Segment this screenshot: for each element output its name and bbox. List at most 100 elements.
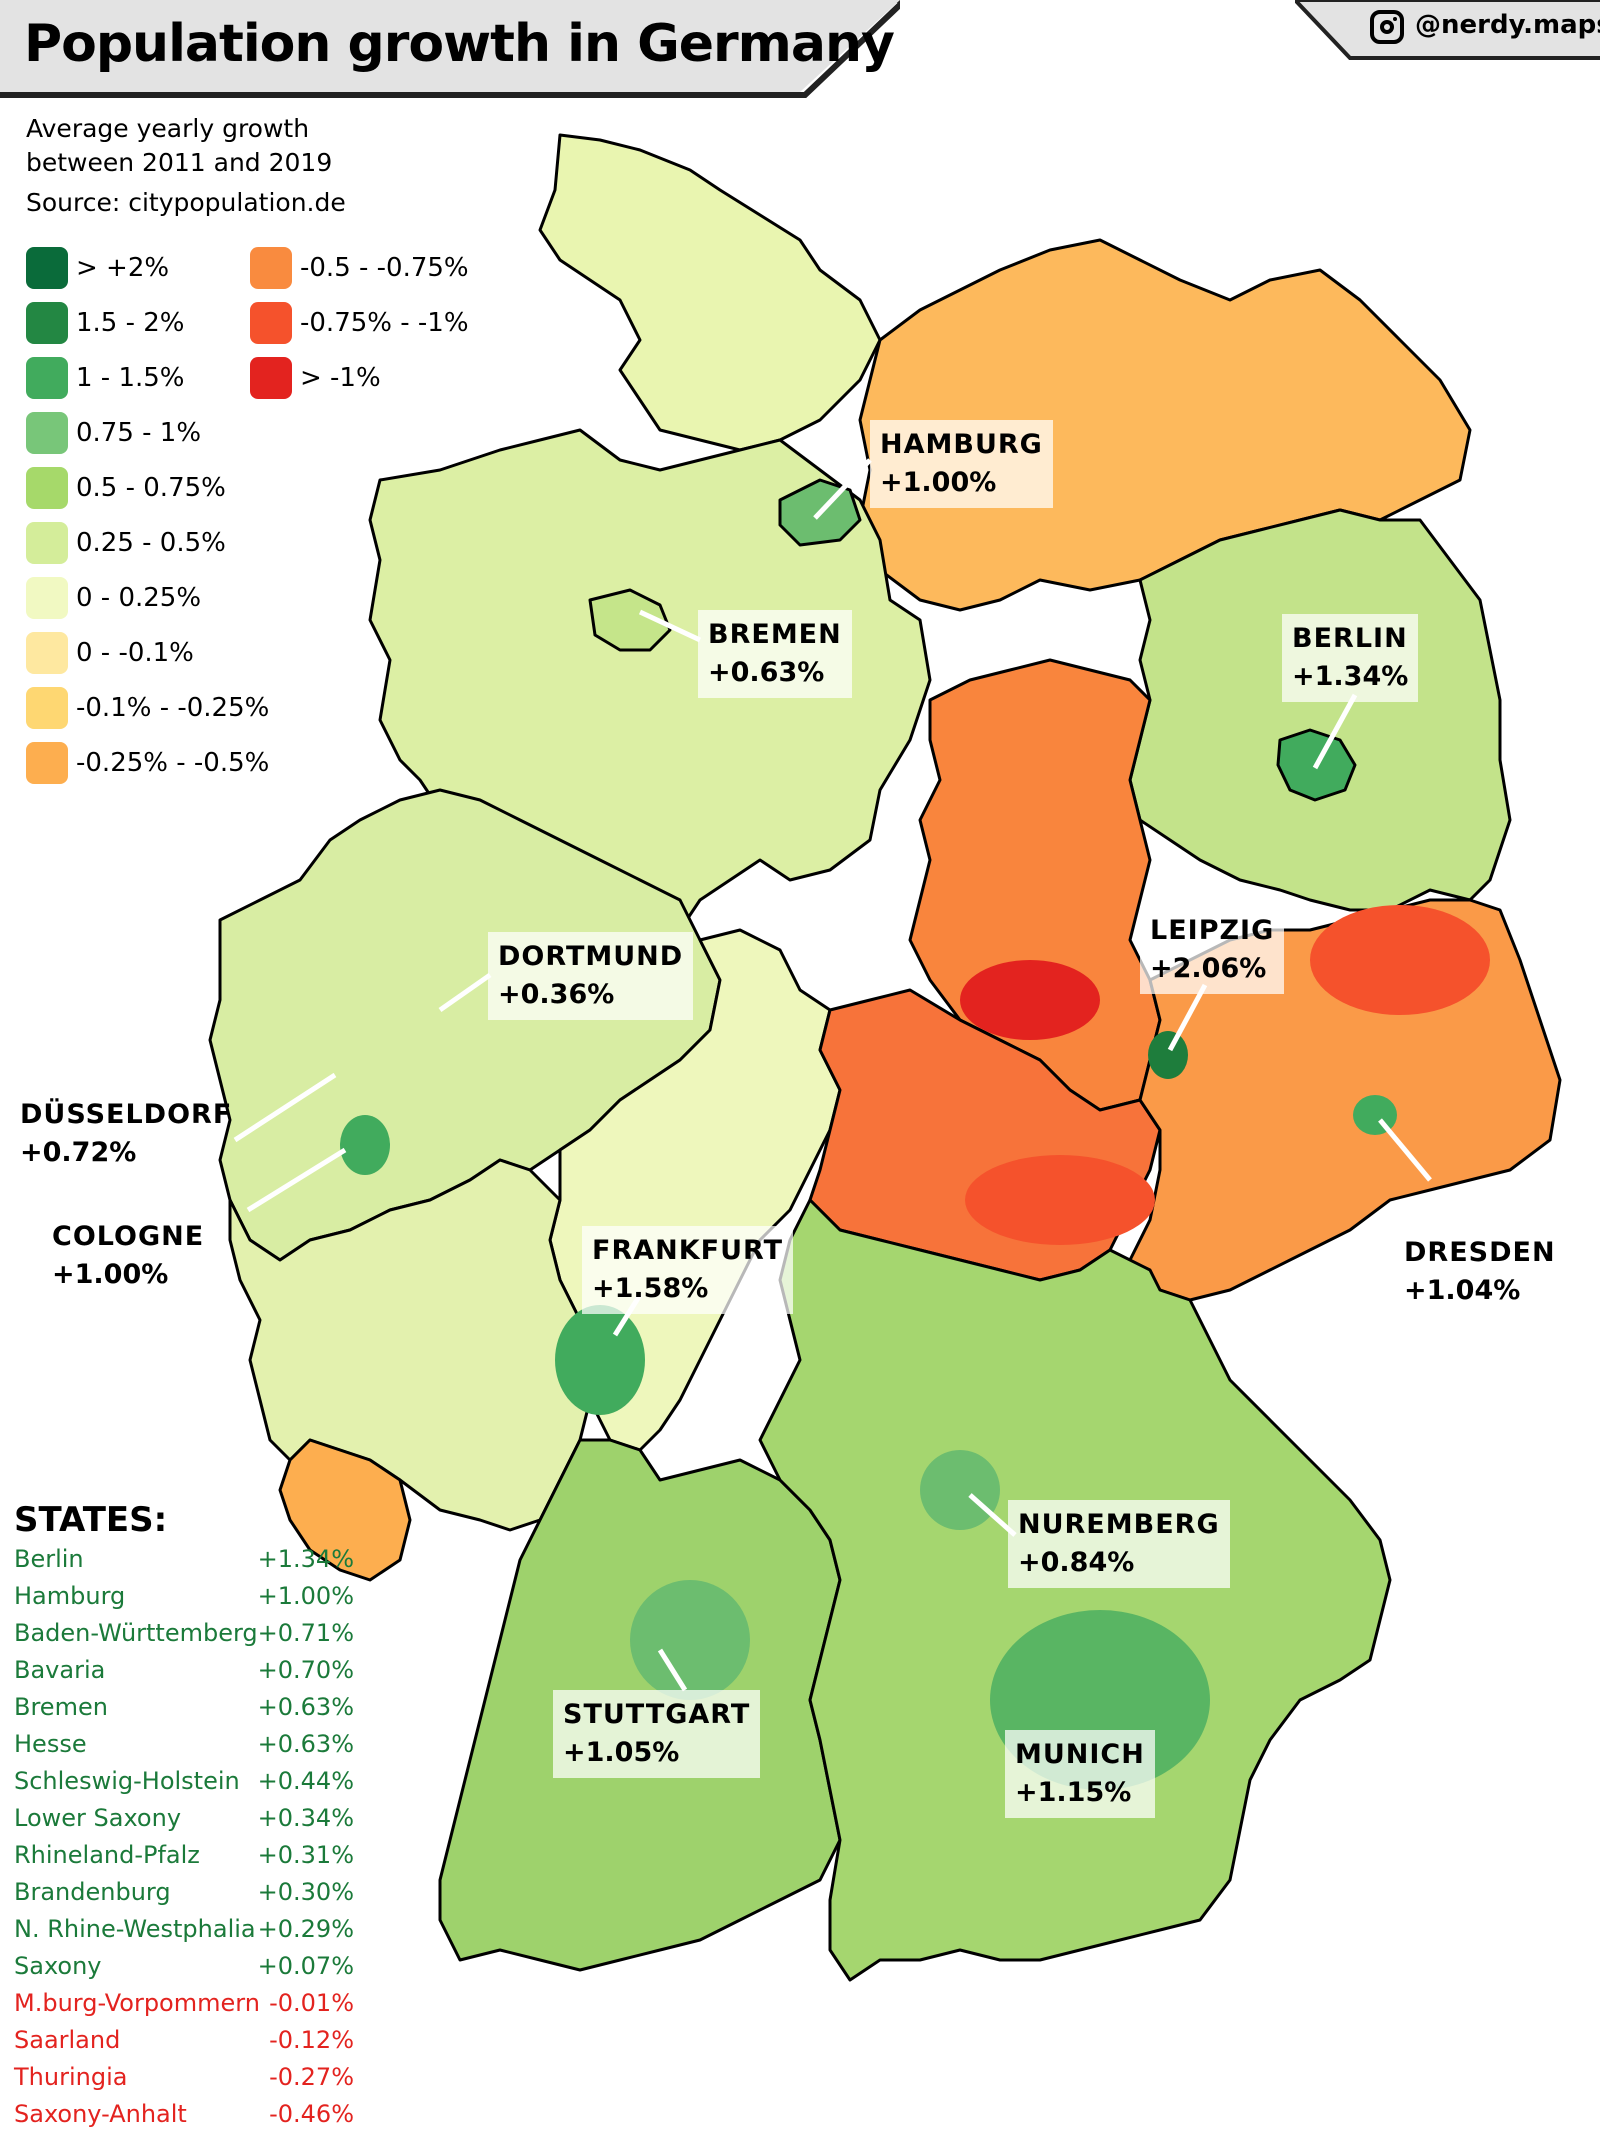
state-row: Hamburg +1.00% bbox=[14, 1582, 354, 1619]
state-name: Hesse bbox=[14, 1730, 87, 1758]
state-name: Baden-Württemberg bbox=[14, 1619, 258, 1647]
state-value: -0.46% bbox=[269, 2100, 354, 2128]
page-title: Population growth in Germany bbox=[24, 14, 895, 74]
legend-label: 0.5 - 0.75% bbox=[76, 473, 226, 503]
state-value: +0.07% bbox=[257, 1952, 354, 1980]
state-name: Hamburg bbox=[14, 1582, 126, 1610]
stuttgart-spot bbox=[630, 1580, 750, 1700]
state-row: Bavaria +0.70% bbox=[14, 1656, 354, 1693]
lausitz-red bbox=[1310, 905, 1490, 1015]
legend-label: > +2% bbox=[76, 253, 170, 283]
city-label-frankfurt: FRANKFURT +1.58% bbox=[582, 1226, 794, 1314]
legend-label: > -1% bbox=[300, 363, 381, 393]
state-name: Saxony-Anhalt bbox=[14, 2100, 187, 2128]
state-value: +1.00% bbox=[257, 1582, 354, 1610]
legend-swatch bbox=[26, 412, 68, 454]
state-row: Lower Saxony +0.34% bbox=[14, 1804, 354, 1841]
city-value: +1.58% bbox=[592, 1273, 709, 1304]
bremen-region bbox=[588, 588, 672, 652]
legend-item: 1.5 - 2% bbox=[26, 302, 185, 344]
city-value: +0.36% bbox=[498, 979, 615, 1010]
city-value: +0.72% bbox=[20, 1137, 137, 1168]
legend-item: 0.75 - 1% bbox=[26, 412, 202, 454]
state-row: Thuringia -0.27% bbox=[14, 2063, 354, 2100]
state-row: Rhineland-Pfalz +0.31% bbox=[14, 1841, 354, 1878]
city-value: +1.04% bbox=[1404, 1275, 1521, 1306]
brandenburg-region bbox=[1128, 508, 1512, 912]
city-value: +2.06% bbox=[1150, 953, 1267, 984]
state-name: Bremen bbox=[14, 1693, 108, 1721]
legend-label: 1.5 - 2% bbox=[76, 308, 185, 338]
leader-line bbox=[438, 972, 492, 1013]
legend-item: 0 - 0.25% bbox=[26, 577, 201, 619]
legend-item: > +2% bbox=[26, 247, 170, 289]
state-row: Hesse +0.63% bbox=[14, 1730, 354, 1767]
city-name: DÜSSELDORF bbox=[20, 1099, 233, 1130]
legend-swatch bbox=[26, 467, 68, 509]
state-value: -0.12% bbox=[269, 2026, 354, 2054]
city-name: FRANKFURT bbox=[592, 1235, 784, 1266]
leader-line bbox=[233, 1072, 337, 1143]
legend-swatch bbox=[26, 302, 68, 344]
state-name: Rhineland-Pfalz bbox=[14, 1841, 200, 1869]
leader-line bbox=[1312, 693, 1358, 770]
mecklenburg-vorpommern-region bbox=[858, 238, 1472, 612]
legend-item: -0.75% - -1% bbox=[250, 302, 469, 344]
thuringia-east-red bbox=[965, 1155, 1155, 1245]
legend-item: 0.25 - 0.5% bbox=[26, 522, 226, 564]
legend-label: 0.75 - 1% bbox=[76, 418, 202, 448]
legend-swatch bbox=[250, 302, 292, 344]
state-name: N. Rhine-Westphalia bbox=[14, 1915, 256, 1943]
city-label-nuremberg: NUREMBERG +0.84% bbox=[1008, 1500, 1230, 1588]
state-name: Saxony bbox=[14, 1952, 102, 1980]
leader-line bbox=[813, 458, 872, 520]
author-handle: @nerdy.maps bbox=[1415, 10, 1600, 40]
city-name: STUTTGART bbox=[563, 1699, 751, 1730]
city-label-dsseldorf: DÜSSELDORF +0.72% bbox=[10, 1090, 242, 1178]
legend-swatch bbox=[26, 632, 68, 674]
leipzig-west-red bbox=[960, 960, 1100, 1040]
city-name: BERLIN bbox=[1292, 623, 1408, 654]
state-name: Thuringia bbox=[14, 2063, 128, 2091]
city-name: NUREMBERG bbox=[1018, 1509, 1220, 1540]
state-value: +0.31% bbox=[257, 1841, 354, 1869]
city-value: +0.63% bbox=[708, 657, 825, 688]
city-value: +1.15% bbox=[1015, 1777, 1132, 1808]
state-row: Saarland -0.12% bbox=[14, 2026, 354, 2063]
instagram-icon bbox=[1370, 10, 1404, 44]
legend-item: > -1% bbox=[250, 357, 381, 399]
subtitle-line-1: Average yearly growth bbox=[26, 114, 310, 143]
leader-line bbox=[1167, 983, 1208, 1052]
city-value: +1.00% bbox=[880, 467, 997, 498]
city-label-bremen: BREMEN +0.63% bbox=[698, 610, 852, 698]
state-regions bbox=[208, 133, 1562, 1982]
title-banner bbox=[0, 0, 900, 98]
state-row: Saxony +0.07% bbox=[14, 1952, 354, 1989]
source-note: Source: citypopulation.de bbox=[26, 188, 346, 217]
leader-line bbox=[657, 1648, 688, 1692]
state-row: Bremen +0.63% bbox=[14, 1693, 354, 1730]
city-name: MUNICH bbox=[1015, 1739, 1145, 1770]
state-name: Saarland bbox=[14, 2026, 121, 2054]
schleswig-holstein-region bbox=[538, 133, 882, 452]
legend-swatch bbox=[26, 357, 68, 399]
state-value: +0.30% bbox=[257, 1878, 354, 1906]
state-row: Schleswig-Holstein +0.44% bbox=[14, 1767, 354, 1804]
city-value: +0.84% bbox=[1018, 1547, 1135, 1578]
legend-swatch bbox=[26, 522, 68, 564]
saarland-region bbox=[278, 1438, 412, 1582]
legend-swatch bbox=[26, 247, 68, 289]
legend-label: 1 - 1.5% bbox=[76, 363, 185, 393]
legend-label: -0.1% - -0.25% bbox=[76, 693, 270, 723]
state-row: M.burg-Vorpommern -0.01% bbox=[14, 1989, 354, 2026]
city-label-leipzig: LEIPZIG +2.06% bbox=[1140, 906, 1285, 994]
city-name: HAMBURG bbox=[880, 429, 1043, 460]
city-label-dresden: DRESDEN +1.04% bbox=[1394, 1228, 1566, 1316]
city-value: +1.05% bbox=[563, 1737, 680, 1768]
leader-line bbox=[638, 609, 702, 643]
state-value: +0.63% bbox=[257, 1693, 354, 1721]
legend-swatch bbox=[26, 742, 68, 784]
city-name: DRESDEN bbox=[1404, 1237, 1556, 1268]
legend-item: 0.5 - 0.75% bbox=[26, 467, 226, 509]
cologne-spot bbox=[340, 1115, 390, 1175]
